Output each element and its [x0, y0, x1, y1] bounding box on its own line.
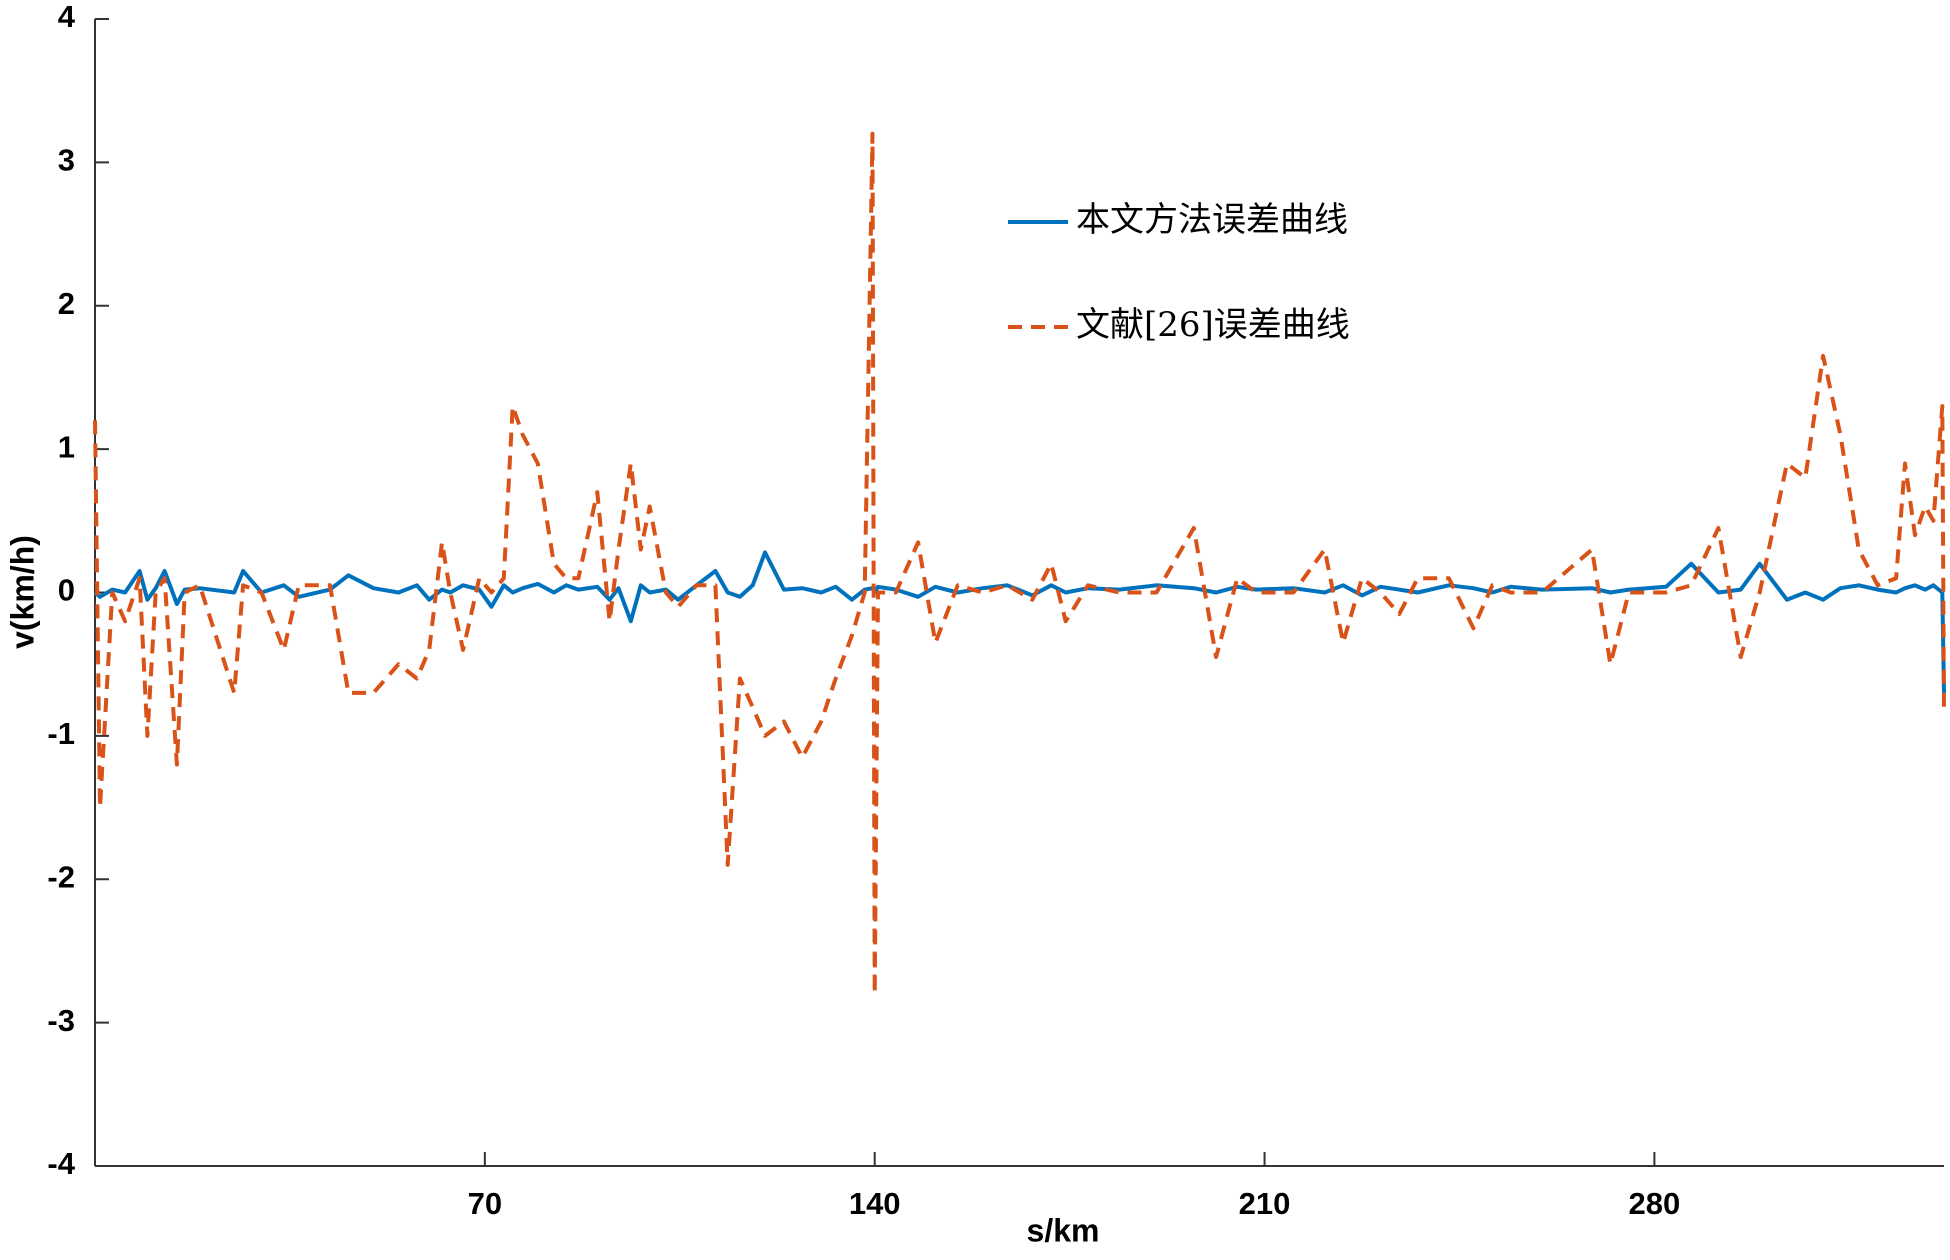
legend-label: 文献[26]误差曲线 — [1076, 305, 1350, 345]
x-axis-label: s/km — [1027, 1212, 1100, 1248]
series-line — [93, 550, 1946, 693]
y-tick-label: 4 — [58, 0, 76, 34]
y-axis-label: v(km/h) — [4, 535, 40, 649]
y-tick-label: 0 — [58, 573, 75, 608]
x-tick-label: 210 — [1239, 1186, 1291, 1221]
x-tick-label: 140 — [849, 1186, 901, 1221]
series-line — [93, 131, 1946, 996]
y-tick-label: 1 — [58, 429, 75, 464]
y-tick-label: -2 — [47, 859, 75, 894]
y-tick-label: 2 — [58, 286, 75, 321]
x-tick-label: 70 — [468, 1186, 502, 1221]
y-tick-label: -4 — [47, 1146, 75, 1181]
y-tick-label: -3 — [47, 1003, 75, 1038]
legend-label: 本文方法误差曲线 — [1076, 200, 1348, 240]
y-tick-label: -1 — [47, 716, 75, 751]
x-tick-label: 280 — [1629, 1186, 1681, 1221]
y-tick-label: 3 — [58, 143, 75, 178]
